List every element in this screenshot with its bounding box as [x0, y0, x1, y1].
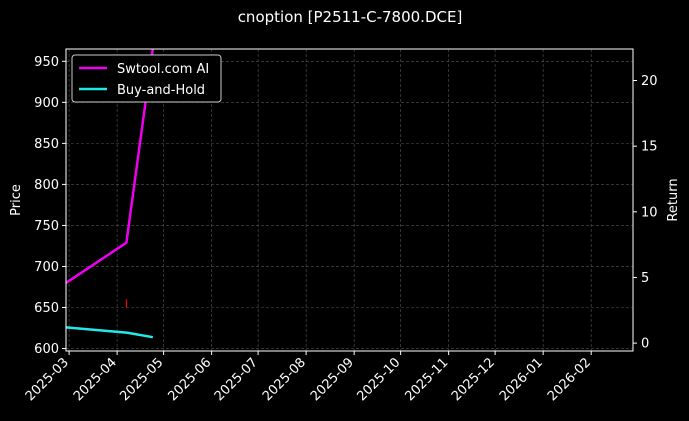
y-left-tick-label: 950	[34, 55, 59, 70]
y-left-tick-label: 600	[34, 342, 59, 357]
y-left-tick-label: 900	[34, 96, 59, 111]
legend: Swtool.com AI Buy-and-Hold	[71, 54, 222, 103]
legend-label-buy-and-hold: Buy-and-Hold	[117, 83, 205, 98]
y-right-tick-label: 20	[641, 74, 658, 89]
y-right-tick-label: 15	[641, 140, 658, 155]
y-right-tick-label: 5	[641, 271, 649, 286]
y-left-tick-label: 650	[34, 301, 59, 316]
right-axis: 0 5 10 15 20	[633, 74, 658, 352]
y-right-tick-label: 10	[641, 205, 658, 220]
plot-content	[66, 49, 155, 339]
y-left-tick-label: 700	[34, 260, 59, 275]
y-right-tick-label: 0	[641, 337, 649, 352]
y-left-tick-label: 800	[34, 178, 59, 193]
y-left-tick-label: 850	[34, 137, 59, 152]
legend-box	[71, 54, 222, 103]
left-axis: 600 650 700 750 800 850 900 950	[34, 55, 66, 357]
legend-label-swtool: Swtool.com AI	[117, 62, 209, 77]
y-left-tick-label: 750	[34, 219, 59, 234]
chart-title: cnoption [P2511-C-7800.DCE]	[238, 8, 463, 26]
y-axis-label-right: Return	[666, 178, 681, 221]
plot-frame	[65, 48, 634, 352]
y-axis-label-left: Price	[9, 184, 24, 216]
